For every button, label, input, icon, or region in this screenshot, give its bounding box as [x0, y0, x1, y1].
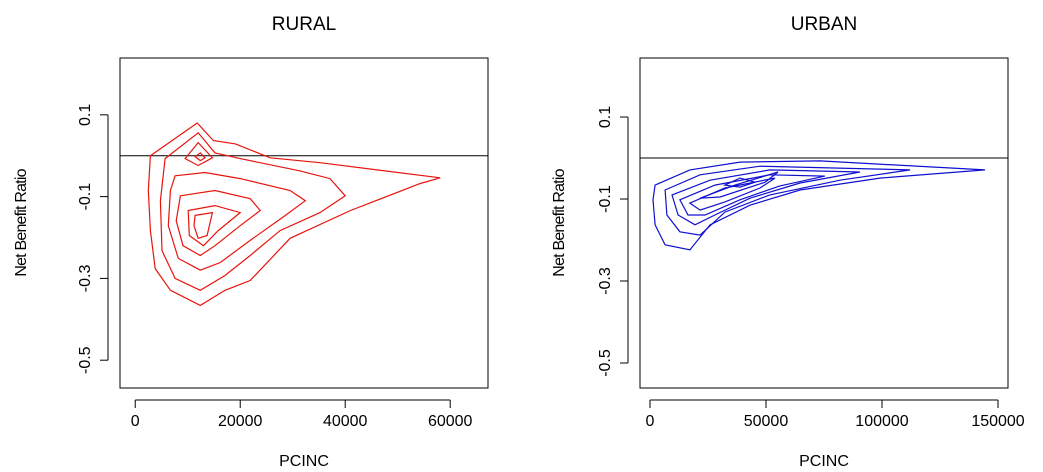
x-axis-title: PCINC — [799, 453, 849, 470]
contour-line — [664, 165, 911, 236]
contour-line — [722, 177, 758, 188]
x-tick-label: 20000 — [218, 413, 263, 430]
contour-line — [187, 204, 242, 247]
contour-line — [193, 211, 214, 240]
x-tick-label: 150000 — [971, 413, 1024, 430]
chart-title: RURAL — [272, 14, 336, 35]
chart-title: URBAN — [791, 14, 858, 35]
y-axis-title: Net Benefit Ratio — [13, 168, 30, 276]
x-tick-label: 100000 — [855, 413, 908, 430]
contour-line — [147, 122, 441, 307]
contour-line — [688, 177, 776, 211]
y-tick-label: -0.5 — [77, 346, 94, 374]
y-tick-label: -0.3 — [77, 265, 94, 293]
contour-line — [194, 152, 206, 162]
y-tick-label: -0.5 — [597, 349, 614, 377]
x-tick-label: 50000 — [744, 413, 789, 430]
contour-line — [671, 169, 861, 226]
plot-frame — [119, 57, 489, 389]
contour-line — [159, 131, 347, 291]
x-tick-label: 60000 — [428, 413, 473, 430]
y-tick-label: 0.1 — [597, 106, 614, 128]
x-tick-label: 0 — [646, 413, 655, 430]
contour-line — [184, 141, 214, 167]
y-tick-label: 0.1 — [77, 104, 94, 126]
y-axis-title: Net Benefit Ratio — [551, 168, 568, 276]
x-axis-title: PCINC — [279, 453, 329, 470]
y-tick-label: -0.1 — [597, 185, 614, 213]
contour-line — [699, 171, 779, 199]
y-tick-label: -0.3 — [597, 267, 614, 295]
contour-line — [167, 171, 307, 271]
x-tick-label: 0 — [131, 413, 140, 430]
x-tick-label: 40000 — [323, 413, 368, 430]
contour-line — [175, 189, 262, 257]
plot-frame — [639, 57, 1009, 389]
y-tick-label: -0.1 — [77, 183, 94, 211]
contour-line — [652, 160, 986, 251]
